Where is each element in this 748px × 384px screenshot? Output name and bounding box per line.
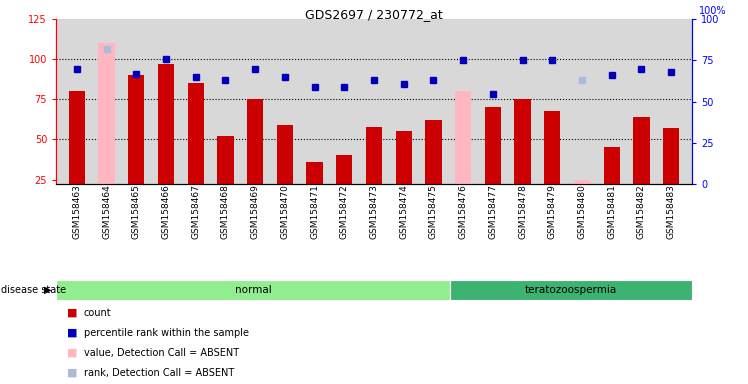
Bar <box>158 64 174 220</box>
Bar <box>426 120 441 220</box>
Text: GSM158479: GSM158479 <box>548 184 557 239</box>
Text: GSM158473: GSM158473 <box>370 184 378 239</box>
Text: GSM158475: GSM158475 <box>429 184 438 239</box>
Text: GSM158476: GSM158476 <box>459 184 468 239</box>
Bar <box>247 99 263 220</box>
Text: GSM158483: GSM158483 <box>666 184 675 239</box>
Text: GSM158463: GSM158463 <box>73 184 82 239</box>
Bar <box>99 43 114 220</box>
Bar <box>307 162 322 220</box>
Text: GSM158464: GSM158464 <box>102 184 111 239</box>
Text: disease state: disease state <box>1 285 66 295</box>
Bar <box>336 156 352 220</box>
Bar <box>634 117 649 220</box>
Text: GSM158467: GSM158467 <box>191 184 200 239</box>
Text: GSM158478: GSM158478 <box>518 184 527 239</box>
Bar <box>515 99 531 220</box>
Text: GSM158468: GSM158468 <box>221 184 230 239</box>
Bar <box>574 179 590 220</box>
Bar <box>56 280 450 300</box>
Text: GSM158465: GSM158465 <box>132 184 141 239</box>
Text: GSM158470: GSM158470 <box>280 184 289 239</box>
Text: ■: ■ <box>67 328 78 338</box>
Bar <box>128 75 144 220</box>
Text: ■: ■ <box>67 348 78 358</box>
Text: GSM158481: GSM158481 <box>607 184 616 239</box>
Bar <box>188 83 204 220</box>
Bar <box>366 127 382 220</box>
Text: GSM158466: GSM158466 <box>162 184 171 239</box>
Text: teratozoospermia: teratozoospermia <box>524 285 617 295</box>
Text: 100%: 100% <box>699 7 726 17</box>
Text: GSM158477: GSM158477 <box>488 184 497 239</box>
Text: ■: ■ <box>67 368 78 378</box>
Text: rank, Detection Call = ABSENT: rank, Detection Call = ABSENT <box>84 368 234 378</box>
Text: GSM158469: GSM158469 <box>251 184 260 239</box>
Bar <box>455 91 471 220</box>
Text: ▶: ▶ <box>44 285 52 295</box>
Bar <box>396 131 412 220</box>
Text: GDS2697 / 230772_at: GDS2697 / 230772_at <box>305 8 443 21</box>
Bar <box>485 108 501 220</box>
Text: GSM158472: GSM158472 <box>340 184 349 239</box>
Text: value, Detection Call = ABSENT: value, Detection Call = ABSENT <box>84 348 239 358</box>
Text: count: count <box>84 308 111 318</box>
Text: percentile rank within the sample: percentile rank within the sample <box>84 328 249 338</box>
Bar <box>69 91 85 220</box>
Text: GSM158482: GSM158482 <box>637 184 646 239</box>
Bar <box>544 111 560 220</box>
Text: GSM158474: GSM158474 <box>399 184 408 239</box>
Bar <box>450 280 692 300</box>
Bar <box>217 136 233 220</box>
Text: ■: ■ <box>67 308 78 318</box>
Text: GSM158471: GSM158471 <box>310 184 319 239</box>
Bar <box>604 147 620 220</box>
Text: GSM158480: GSM158480 <box>577 184 586 239</box>
Bar <box>663 128 679 220</box>
Bar <box>277 125 293 220</box>
Text: normal: normal <box>235 285 272 295</box>
